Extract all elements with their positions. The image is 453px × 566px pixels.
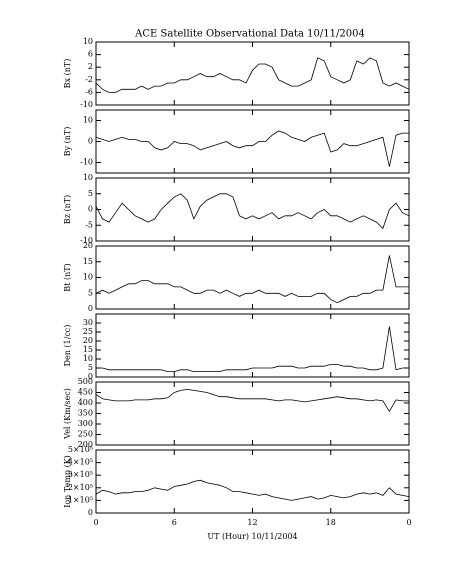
y-tick-label: 30 [83, 318, 93, 327]
y-axis-label: Vel (Km/sec) [63, 388, 72, 440]
y-tick-label: 0 [88, 372, 93, 381]
y-tick-label: -6 [85, 87, 93, 96]
y-tick-label: 10 [83, 354, 93, 363]
x-tick-label: 12 [247, 518, 257, 527]
y-axis-label: Bx (nT) [63, 59, 72, 89]
y-tick-label: 10 [83, 273, 93, 282]
y-tick-label: 2 [88, 62, 93, 71]
y-tick-label: 300 [78, 419, 93, 428]
y-tick-label: 20 [83, 336, 93, 345]
y-tick-label: 5 [88, 363, 93, 372]
y-tick-label: 400 [78, 398, 93, 407]
y-tick-label: -2 [85, 75, 93, 84]
y-tick-label: 25 [83, 327, 93, 336]
x-tick-label: 0 [406, 518, 411, 527]
y-tick-label: 0 [88, 508, 93, 517]
y-tick-label: 3×10⁵ [68, 470, 93, 479]
y-tick-label: 20 [83, 241, 93, 250]
y-axis-label: By (nT) [63, 127, 72, 157]
y-tick-label: 500 [78, 377, 93, 386]
y-tick-label: -10 [80, 100, 93, 109]
y-tick-label: 4×10⁵ [68, 458, 93, 467]
y-tick-label: 0 [88, 205, 93, 214]
x-tick-label: 6 [172, 518, 177, 527]
chart-title: ACE Satellite Observational Data 10/11/2… [134, 29, 365, 40]
data-line [95, 255, 409, 304]
y-tick-label: 10 [83, 37, 93, 46]
y-tick-label: 350 [78, 409, 93, 418]
data-line [96, 326, 409, 372]
y-tick-label: 6 [88, 50, 93, 59]
x-tick-label: 18 [326, 518, 336, 527]
y-tick-label: 200 [78, 440, 93, 449]
y-tick-label: -5 [85, 220, 93, 229]
x-axis-label: UT (Hour) 10/11/2004 [207, 532, 297, 541]
y-tick-label: 15 [83, 257, 93, 266]
y-tick-label: 5 [88, 189, 93, 198]
y-axis-label: Bz (nT) [63, 195, 72, 224]
y-tick-label: 0 [88, 304, 93, 313]
data-line [95, 479, 410, 501]
y-tick-label: 10 [83, 173, 93, 182]
y-tick-label: 5 [88, 288, 93, 297]
x-tick-label: 0 [93, 518, 98, 527]
y-tick-label: -10 [80, 158, 93, 167]
data-line [95, 130, 409, 167]
y-tick-label: 10 [83, 116, 93, 125]
y-tick-label: 15 [83, 345, 93, 354]
y-tick-label: 1×10⁵ [68, 495, 93, 504]
y-tick-label: -10 [80, 236, 93, 245]
y-tick-label: 0 [88, 137, 93, 146]
data-line [95, 388, 409, 413]
y-tick-label: 5×10⁵ [68, 445, 93, 454]
y-axis-label: Den (1/cc) [63, 325, 72, 367]
y-axis-label: Ion Temp (K) [63, 455, 72, 508]
y-axis-label: Bt (nT) [63, 263, 72, 291]
y-tick-label: 250 [78, 430, 93, 439]
y-tick-label: 2×10⁵ [68, 483, 93, 492]
y-tick-label: 450 [78, 388, 93, 397]
data-line [95, 57, 410, 93]
data-line [95, 193, 410, 230]
